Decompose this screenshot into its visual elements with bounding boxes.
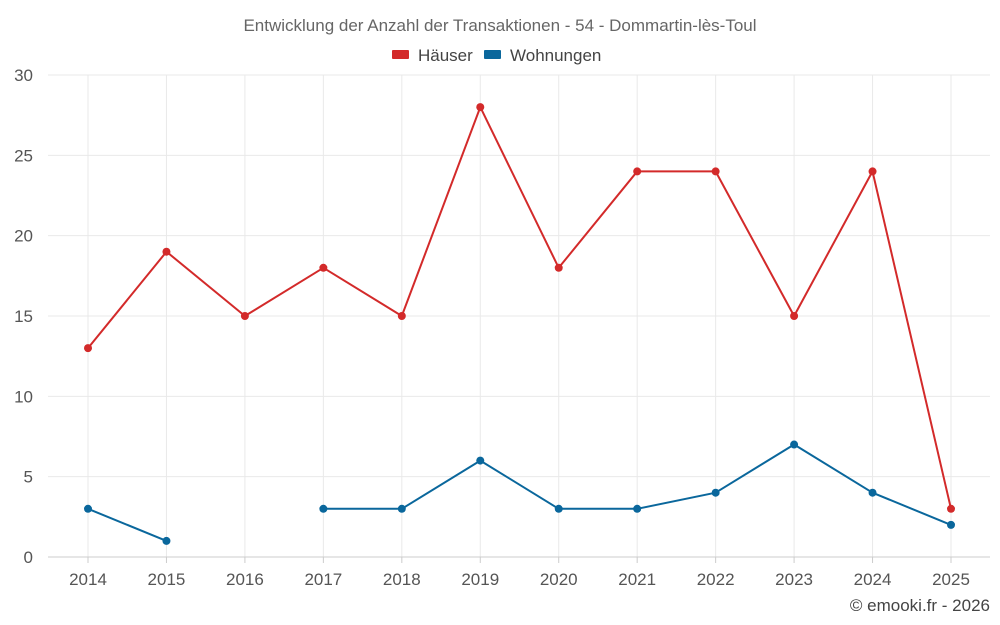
y-tick-label: 5	[24, 468, 33, 487]
x-tick-label: 2023	[775, 570, 813, 589]
data-point[interactable]	[319, 504, 328, 513]
x-tick-label: 2018	[383, 570, 421, 589]
data-point[interactable]	[554, 504, 563, 513]
data-point[interactable]	[84, 344, 92, 353]
y-tick-label: 0	[24, 548, 33, 567]
data-point[interactable]	[868, 167, 877, 176]
data-point[interactable]	[476, 456, 485, 465]
data-point[interactable]	[790, 312, 799, 320]
grid	[48, 74, 990, 557]
data-point[interactable]	[790, 440, 799, 449]
y-tick-label: 15	[14, 307, 33, 326]
data-point[interactable]	[633, 167, 642, 176]
x-tick-label: 2021	[618, 570, 656, 589]
series-line	[87, 443, 952, 542]
y-tick-label: 25	[14, 146, 33, 165]
legend: Häuser Wohnungen	[392, 46, 601, 65]
series-0	[84, 103, 955, 513]
legend-label-wohnungen: Wohnungen	[510, 46, 601, 65]
data-point[interactable]	[319, 263, 328, 272]
data-point[interactable]	[947, 504, 955, 513]
y-axis: 0 5 10 15 20 25 30	[14, 66, 33, 567]
legend-label-haeuser: Häuser	[418, 46, 473, 65]
x-tick-label: 2020	[540, 570, 578, 589]
y-tick-label: 10	[14, 387, 33, 406]
series-1	[84, 440, 955, 545]
data-point[interactable]	[868, 488, 877, 497]
data-point[interactable]	[554, 263, 563, 272]
x-axis: 2014 2015 2016 2017 2018 2019 2020 2021 2022 2023…	[48, 556, 990, 589]
series	[84, 103, 955, 545]
chart-title: Entwicklung der Anzahl der Transaktionen…	[243, 16, 756, 35]
legend-item-haeuser[interactable]: Häuser	[392, 46, 473, 65]
y-tick-label: 30	[14, 66, 33, 85]
data-point[interactable]	[711, 488, 720, 497]
data-point[interactable]	[240, 312, 249, 320]
x-tick-label: 2019	[461, 570, 499, 589]
credit-text: © emooki.fr - 2026	[850, 596, 990, 615]
x-tick-label: 2016	[226, 570, 264, 589]
legend-swatch-wohnungen	[484, 50, 501, 59]
data-point[interactable]	[711, 167, 720, 176]
data-point[interactable]	[633, 504, 642, 513]
data-point[interactable]	[476, 103, 485, 112]
data-point[interactable]	[397, 504, 406, 513]
x-tick-label: 2017	[304, 570, 342, 589]
x-tick-label: 2022	[697, 570, 735, 589]
y-tick-label: 20	[14, 227, 33, 246]
data-point[interactable]	[84, 504, 92, 513]
legend-item-wohnungen[interactable]: Wohnungen	[484, 46, 601, 65]
data-point[interactable]	[162, 536, 171, 545]
data-point[interactable]	[947, 520, 955, 529]
x-tick-label: 2014	[69, 570, 107, 589]
data-point[interactable]	[397, 312, 406, 320]
legend-swatch-haeuser	[392, 50, 409, 59]
x-tick-label: 2024	[854, 570, 892, 589]
series-line	[87, 106, 952, 510]
x-tick-label: 2015	[148, 570, 186, 589]
x-tick-label: 2025	[932, 570, 970, 589]
data-point[interactable]	[162, 247, 171, 256]
